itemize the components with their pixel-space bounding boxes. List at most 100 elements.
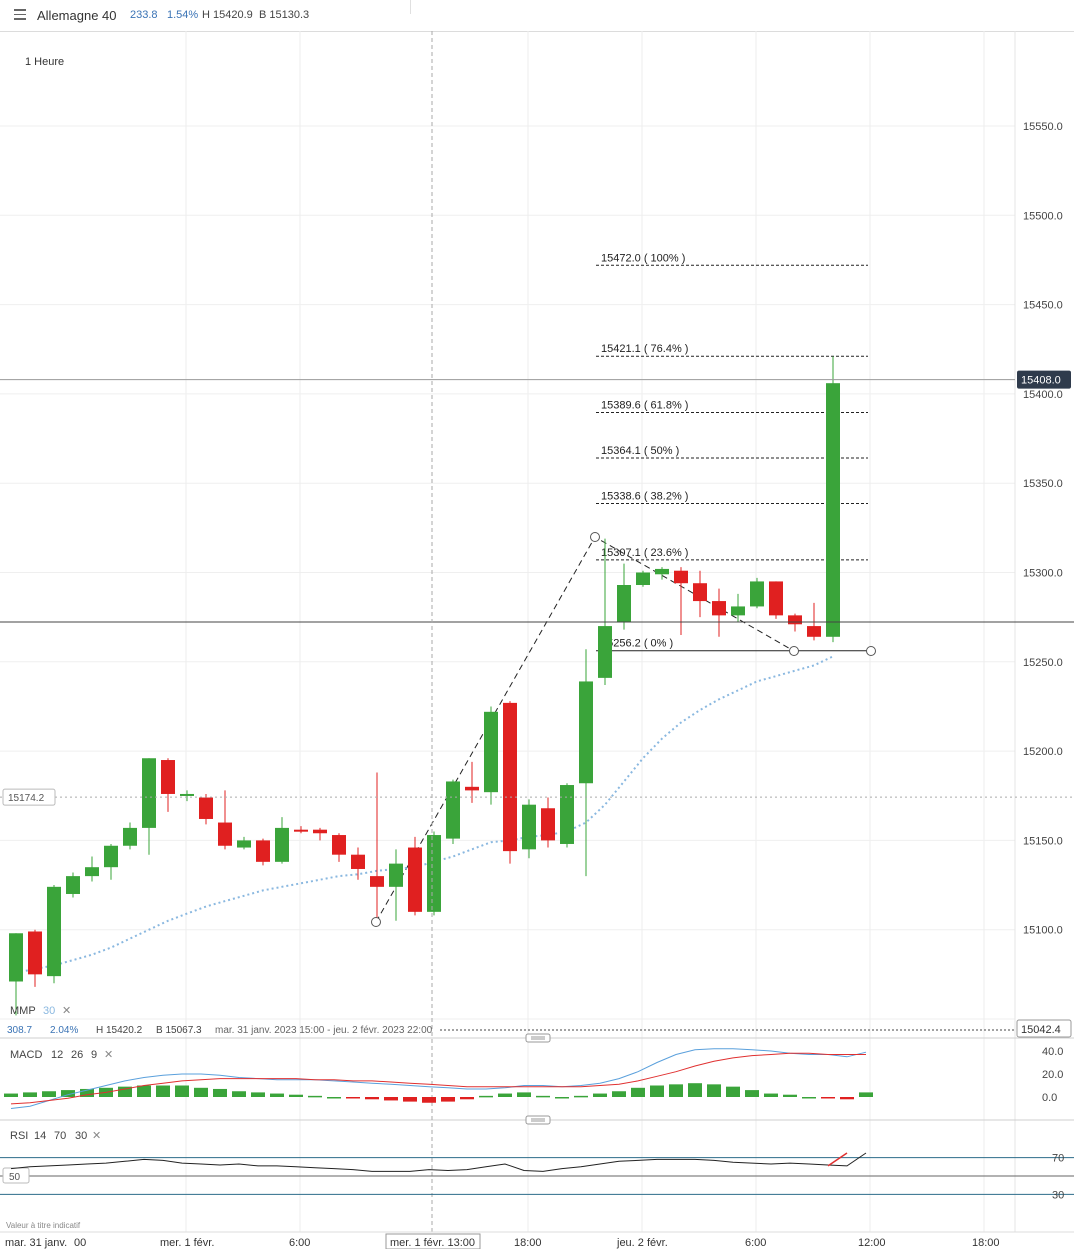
macd-hist-bar bbox=[251, 1092, 265, 1097]
candle-body bbox=[237, 840, 251, 848]
fib-anchor-handle[interactable] bbox=[789, 646, 799, 656]
candle bbox=[275, 817, 289, 864]
day-low: B 15130.3 bbox=[259, 9, 310, 21]
menu-icon[interactable] bbox=[14, 9, 26, 21]
candle-body bbox=[28, 931, 42, 975]
macd-hist-bar bbox=[821, 1097, 835, 1099]
candles bbox=[9, 356, 840, 1016]
fib-level-label: 15389.6 ( 61.8% ) bbox=[601, 399, 688, 411]
candle bbox=[769, 581, 783, 619]
candle-body bbox=[769, 581, 783, 616]
candle-body bbox=[47, 886, 61, 977]
y-tick-label: 15350.0 bbox=[1023, 478, 1063, 490]
macd-hist-bar bbox=[346, 1097, 360, 1099]
current-price-badge bbox=[1017, 370, 1071, 389]
candle bbox=[47, 885, 61, 984]
candle bbox=[28, 929, 42, 987]
pane-resize-handle[interactable] bbox=[525, 1115, 551, 1125]
macd-remove-icon[interactable]: ✕ bbox=[104, 1049, 113, 1061]
current-price-label: 15408.0 bbox=[1021, 375, 1061, 387]
macd-hist-bar bbox=[365, 1097, 379, 1100]
candle bbox=[370, 772, 384, 918]
fib-anchor-handle[interactable] bbox=[590, 532, 600, 542]
candle bbox=[389, 849, 403, 921]
candle-body bbox=[123, 827, 137, 846]
candle-body bbox=[389, 863, 403, 887]
candle bbox=[788, 613, 802, 632]
candle-body bbox=[313, 829, 327, 834]
macd-hist-bar bbox=[764, 1093, 778, 1097]
timeframe-label[interactable]: 1 Heure bbox=[25, 56, 64, 68]
y-tick-label: 15450.0 bbox=[1023, 300, 1063, 312]
candle bbox=[351, 847, 365, 880]
macd-hist-bar bbox=[232, 1091, 246, 1097]
candle-body bbox=[351, 854, 365, 869]
macd-hist-bar bbox=[137, 1085, 151, 1097]
macd-hist-bar bbox=[61, 1090, 75, 1097]
candle bbox=[332, 833, 346, 862]
moving-average bbox=[15, 655, 834, 974]
fib-level-label: 15338.6 ( 38.2% ) bbox=[601, 491, 688, 503]
macd-hist-bar bbox=[859, 1092, 873, 1097]
macd-signal-line bbox=[10, 1052, 866, 1105]
candle-body bbox=[161, 760, 175, 794]
candle-body bbox=[294, 829, 308, 832]
macd-hist-bar bbox=[802, 1097, 816, 1099]
rsi-level-label: 50 bbox=[9, 1172, 21, 1183]
candle-body bbox=[522, 804, 536, 850]
day-high: H 15420.9 bbox=[202, 9, 253, 21]
candle-body bbox=[503, 702, 517, 852]
pane-resize-handle[interactable] bbox=[525, 1033, 551, 1043]
macd-hist-bar bbox=[80, 1088, 94, 1097]
candle-body bbox=[560, 785, 574, 844]
instrument-name[interactable]: Allemagne 40 bbox=[37, 8, 117, 23]
x-tick-label: 18:00 bbox=[972, 1237, 1000, 1249]
macd-hist-bar bbox=[726, 1086, 740, 1097]
candle bbox=[199, 793, 213, 825]
macd-hist-bar bbox=[650, 1085, 664, 1097]
price-change: 233.8 bbox=[130, 9, 158, 21]
candle bbox=[446, 779, 460, 844]
ma-remove-icon[interactable]: ✕ bbox=[62, 1005, 71, 1017]
rsi-remove-icon[interactable]: ✕ bbox=[92, 1130, 101, 1142]
candle bbox=[484, 706, 498, 805]
candle-body bbox=[256, 840, 270, 862]
macd-hist-bar bbox=[745, 1090, 759, 1097]
fib-level-label: 15307.1 ( 23.6% ) bbox=[601, 547, 688, 559]
candle-body bbox=[66, 876, 80, 894]
macd-param-fast: 12 bbox=[51, 1049, 63, 1061]
fib-anchor-handle[interactable] bbox=[371, 917, 381, 927]
macd-hist-bar bbox=[308, 1095, 322, 1098]
macd-hist-bar bbox=[555, 1097, 569, 1099]
candle-body bbox=[788, 615, 802, 625]
y-tick-label: 15500.0 bbox=[1023, 210, 1063, 222]
candle bbox=[731, 593, 745, 623]
fib-level-label: 15472.0 ( 100% ) bbox=[601, 252, 685, 264]
macd-hist-bar bbox=[441, 1097, 455, 1102]
fib-anchor-handle[interactable] bbox=[866, 646, 876, 656]
candle bbox=[85, 856, 99, 882]
x-tick-label: mer. 1 févr. bbox=[160, 1237, 214, 1249]
candle-body bbox=[199, 797, 213, 819]
macd-hist-bar bbox=[612, 1091, 626, 1097]
macd-line bbox=[10, 1048, 867, 1109]
candle-body bbox=[275, 827, 289, 862]
macd-hist-bar bbox=[536, 1095, 550, 1098]
fib-level-label: 15364.1 ( 50% ) bbox=[601, 445, 679, 457]
candle bbox=[750, 577, 764, 609]
y-tick-label: 15400.0 bbox=[1023, 389, 1063, 401]
crosshair-price-label: 15174.2 bbox=[8, 793, 45, 804]
ma-legend-period: 30 bbox=[43, 1005, 55, 1017]
rsi-y-tick: 30 bbox=[1052, 1189, 1064, 1201]
candle-body bbox=[465, 786, 479, 791]
candle bbox=[522, 799, 536, 859]
x-tick-label: 6:00 bbox=[745, 1237, 766, 1249]
rsi-param-low: 30 bbox=[75, 1130, 87, 1142]
candle bbox=[617, 563, 631, 630]
candle-body bbox=[218, 822, 232, 846]
fibonacci-tool[interactable]: 15472.0 ( 100% ) 15421.1 ( 76.4% ) 15389.6… bbox=[371, 252, 876, 927]
candle bbox=[636, 570, 650, 587]
macd-hist-bar bbox=[213, 1088, 227, 1097]
candle-body bbox=[712, 601, 726, 616]
